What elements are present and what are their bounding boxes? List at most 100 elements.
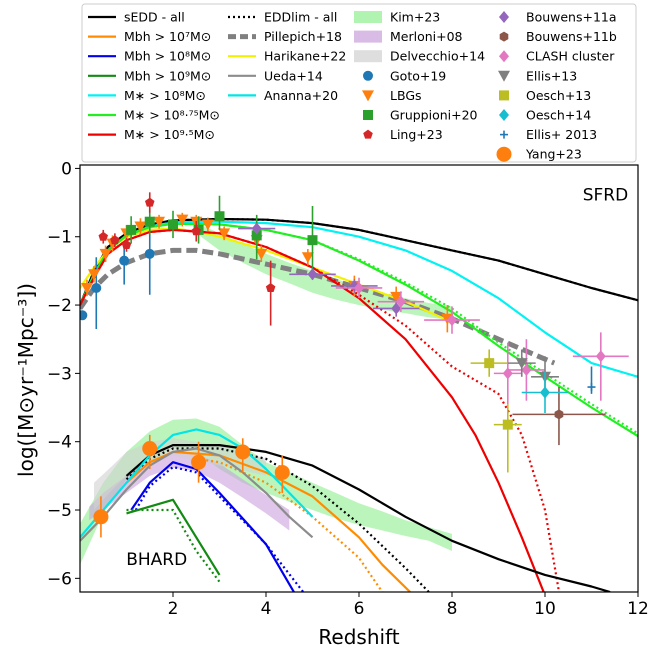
legend-swatch bbox=[362, 90, 374, 102]
legend-item-yang-23: Yang+23 bbox=[496, 146, 582, 162]
legend-item-m-10-m: M∗ > 10⁸M⊙ bbox=[88, 88, 206, 103]
legend-item-ellis-2013: Ellis+ 2013 bbox=[500, 127, 597, 142]
x-tick-label: 4 bbox=[261, 599, 272, 619]
legend-label: Bouwens+11b bbox=[526, 29, 617, 44]
y-tick-label: −5 bbox=[47, 501, 72, 521]
data-point-oesch-13 bbox=[484, 358, 495, 369]
series-line-eddlim-all-bhard bbox=[125, 447, 430, 592]
legend-label: CLASH cluster bbox=[526, 49, 615, 64]
legend-label: Ling+23 bbox=[390, 127, 443, 142]
data-point-gruppioni-20 bbox=[168, 219, 178, 230]
legend-item-merloni-08: Merloni+08 bbox=[354, 29, 463, 44]
legend-item-goto-19: Goto+19 bbox=[363, 68, 446, 83]
legend-label: Mbh > 10⁷M⊙ bbox=[124, 29, 211, 44]
legend-swatch bbox=[499, 109, 509, 121]
legend-item-lbgs: LBGs bbox=[362, 88, 422, 103]
y-axis-label: log([M⊙yr⁻¹Mpc⁻³]) bbox=[14, 283, 38, 477]
legend-label: M∗ > 10⁸·⁷⁵M⊙ bbox=[124, 108, 220, 123]
legend-item-bouwens-11a: Bouwens+11a bbox=[499, 10, 617, 25]
data-point-oesch-14 bbox=[540, 386, 550, 399]
data-point-goto-19 bbox=[144, 248, 155, 259]
data-point-ling-23 bbox=[265, 283, 276, 292]
x-axis-label: Redshift bbox=[318, 625, 399, 649]
data-point-lbgs bbox=[80, 282, 93, 294]
plot-area bbox=[79, 164, 639, 593]
series-line-mbh-1e9-eddlim bbox=[126, 508, 221, 583]
data-point-clash-cluster bbox=[395, 295, 406, 308]
legend-item-m-10-m: M∗ > 10⁹·⁵M⊙ bbox=[88, 127, 215, 142]
legend-item-ellis-13: Ellis+13 bbox=[498, 68, 577, 83]
legend-label: Yang+23 bbox=[525, 147, 582, 162]
data-point-lbgs bbox=[390, 291, 403, 303]
data-point-lbgs bbox=[134, 221, 147, 233]
legend-swatch bbox=[498, 70, 510, 82]
legend-item-harikane-22: Harikane+22 bbox=[228, 49, 346, 64]
legend-frame bbox=[81, 3, 637, 163]
data-point-gruppioni-20 bbox=[307, 235, 318, 246]
x-tick-label: 10 bbox=[534, 599, 556, 619]
legend-item-mbh-10-m: Mbh > 10⁹M⊙ bbox=[88, 68, 211, 83]
y-tick-label: −3 bbox=[47, 364, 72, 384]
data-point-bouwens-11a bbox=[391, 302, 402, 315]
legend-label: Ueda+14 bbox=[264, 68, 323, 83]
legend-label: Harikane+22 bbox=[264, 49, 346, 64]
y-tick-label: −6 bbox=[47, 569, 72, 589]
data-point-yang-23 bbox=[93, 509, 109, 525]
legend-item-delvecchio-14: Delvecchio+14 bbox=[354, 49, 485, 64]
legend-label: Oesch+13 bbox=[526, 88, 591, 103]
x-tick-label: 12 bbox=[627, 599, 649, 619]
data-point-lbgs bbox=[87, 269, 100, 281]
data-point-yang-23 bbox=[235, 444, 251, 460]
data-point-bouwens-11a bbox=[251, 222, 262, 235]
legend-label: Oesch+14 bbox=[526, 108, 591, 123]
data-point-yang-23 bbox=[142, 441, 158, 457]
data-point-gruppioni-20 bbox=[251, 230, 262, 241]
legend-item-clash-cluster: CLASH cluster bbox=[499, 49, 615, 64]
legend-label: Ellis+ 2013 bbox=[526, 127, 597, 142]
y-tick-label: −2 bbox=[47, 296, 72, 316]
legend-swatch bbox=[354, 30, 382, 43]
data-point-clash-cluster bbox=[595, 350, 606, 363]
legend-item-ananna-20: Ananna+20 bbox=[228, 88, 338, 103]
series-line-pillepich-18 bbox=[80, 247, 556, 366]
data-point-bouwens-11a bbox=[307, 268, 318, 281]
legend-label: M∗ > 10⁸M⊙ bbox=[124, 88, 206, 103]
legend-label: Pillepich+18 bbox=[264, 29, 342, 44]
legend-label: Mbh > 10⁹M⊙ bbox=[124, 68, 211, 83]
data-point-clash-cluster bbox=[447, 314, 457, 327]
data-point-yang-23 bbox=[274, 464, 290, 480]
legend-swatch bbox=[354, 11, 382, 23]
legend-item-kim-23: Kim+23 bbox=[354, 10, 440, 25]
legend-label: Delvecchio+14 bbox=[390, 49, 485, 64]
data-point-clash-cluster bbox=[354, 281, 364, 294]
legend-label: Gruppioni+20 bbox=[390, 108, 478, 123]
data-point-bouwens-11b bbox=[554, 409, 564, 420]
data-point-gruppioni-20 bbox=[144, 216, 155, 227]
sfrd-annotation: SFRD bbox=[583, 185, 628, 205]
data-point-oesch-13 bbox=[502, 419, 513, 430]
series-line-mbh-1e7-eddlim bbox=[196, 457, 384, 592]
legend-item-bouwens-11b: Bouwens+11b bbox=[499, 29, 617, 44]
legend-label: Kim+23 bbox=[390, 10, 440, 25]
x-tick-label: 8 bbox=[447, 599, 458, 619]
y-tick-label: −4 bbox=[47, 433, 72, 453]
y-tick-label: −1 bbox=[47, 228, 72, 248]
legend-item-eddlim-all: EDDlim - all bbox=[228, 10, 337, 25]
data-point-ellis-13 bbox=[515, 358, 528, 370]
data-point-ling-23 bbox=[145, 197, 155, 207]
series-line-sedd-all-bhard bbox=[125, 444, 611, 592]
legend-label: sEDD - all bbox=[124, 10, 185, 25]
legend-item-gruppioni-20: Gruppioni+20 bbox=[363, 108, 478, 123]
legend-swatch bbox=[496, 146, 512, 162]
legend-item-pillepich-18: Pillepich+18 bbox=[228, 29, 342, 44]
data-point-lbgs bbox=[218, 228, 231, 240]
legend: sEDD - all Mbh > 10⁷M⊙ Mbh > 10⁸M⊙ Mbh > 10… bbox=[81, 3, 637, 163]
x-tick-label: 6 bbox=[354, 599, 365, 619]
data-point-goto-19 bbox=[91, 282, 102, 293]
data-point-lbgs bbox=[255, 248, 268, 260]
legend-label: Ellis+13 bbox=[526, 68, 577, 83]
series-line-m-1e9-5 bbox=[80, 228, 545, 592]
data-point-gruppioni-20 bbox=[214, 211, 225, 222]
y-tick-label: 0 bbox=[61, 159, 72, 179]
